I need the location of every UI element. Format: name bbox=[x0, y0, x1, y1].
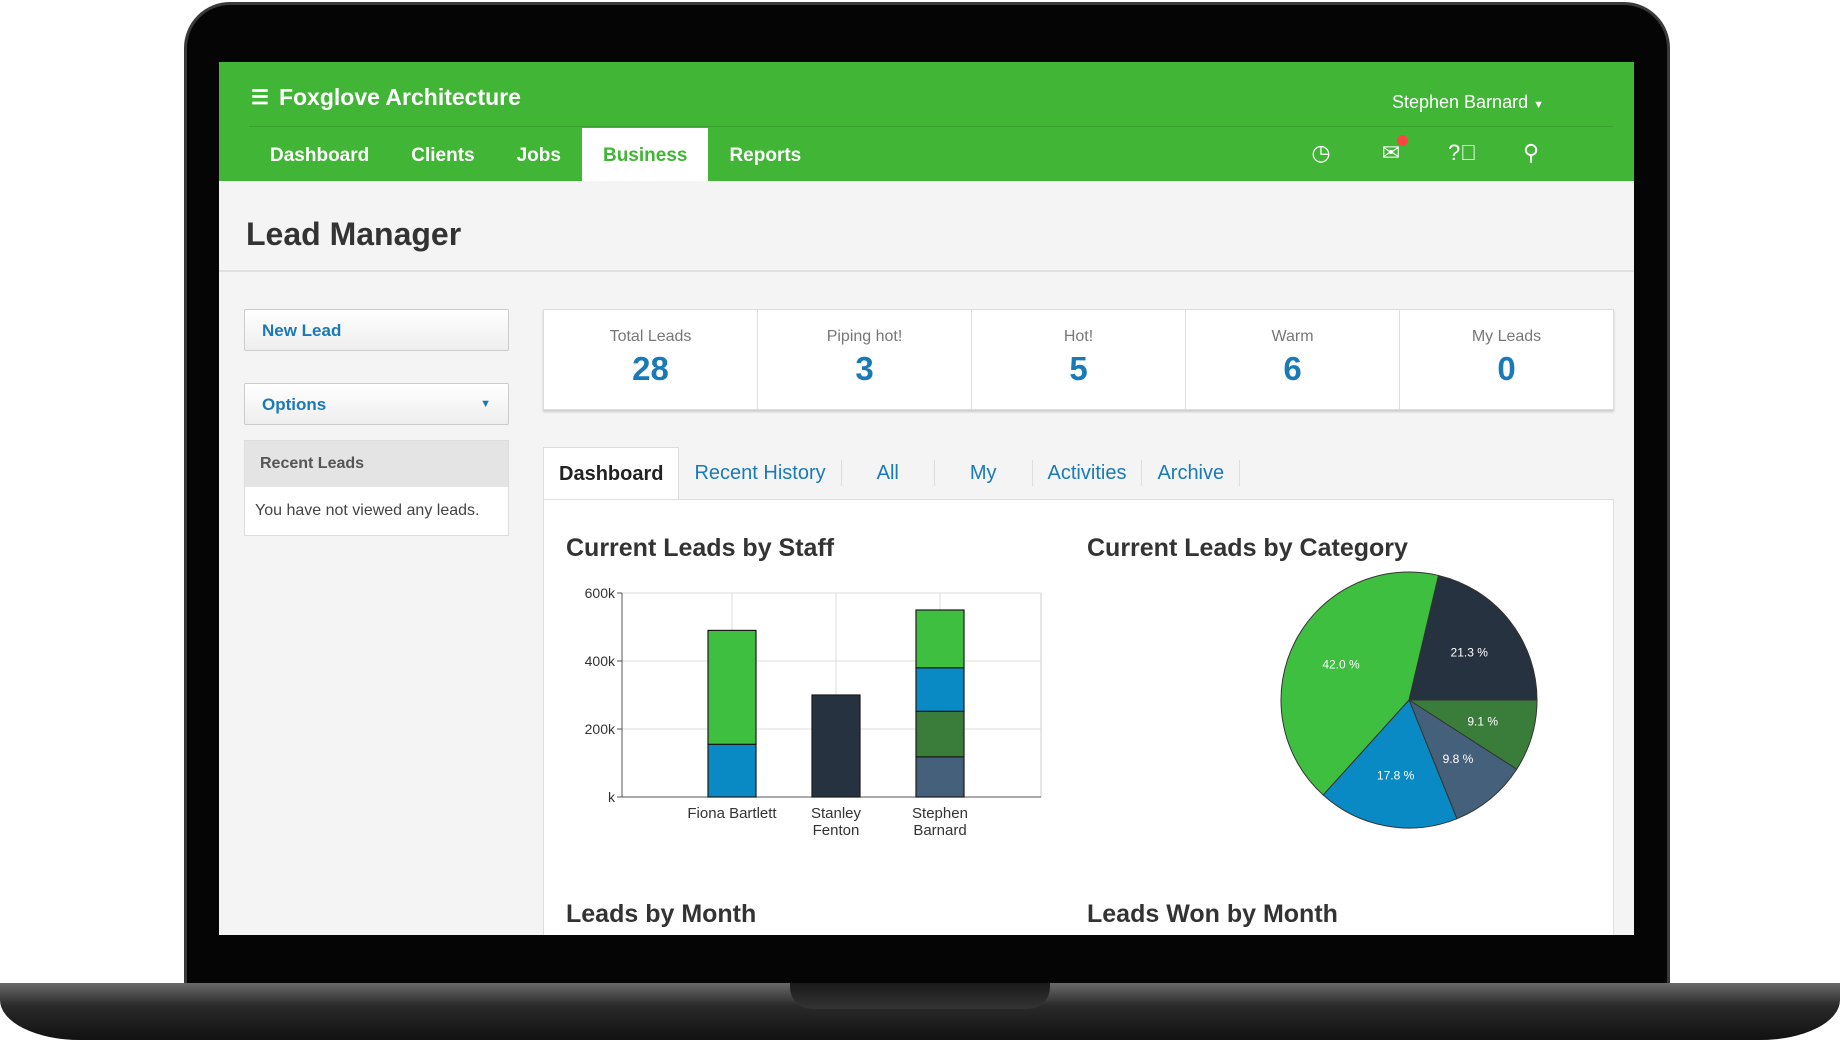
stat-my-leads[interactable]: My Leads 0 bbox=[1400, 310, 1613, 409]
leads-by-category-chart: 21.3 % 9.1 % 9.8 % 17.8 % 42.0 % bbox=[1280, 571, 1538, 829]
x-tick-label: Fiona Bartlett bbox=[687, 805, 777, 822]
brand[interactable]: ☰ Foxglove Architecture bbox=[251, 84, 521, 111]
tab-activities[interactable]: Activities bbox=[1033, 459, 1143, 486]
stat-hot[interactable]: Hot! 5 bbox=[972, 310, 1186, 409]
pie-slice bbox=[1408, 574, 1538, 701]
nav-business[interactable]: Business bbox=[581, 128, 709, 181]
tab-my[interactable]: My bbox=[935, 459, 1033, 486]
bar-segment bbox=[707, 629, 757, 745]
bar-segment bbox=[915, 609, 965, 669]
bar-segment bbox=[915, 756, 965, 798]
options-dropdown[interactable]: Options ▼ bbox=[244, 383, 509, 425]
stat-piping-hot[interactable]: Piping hot! 3 bbox=[758, 310, 972, 409]
chart-title: Current Leads by Staff bbox=[566, 534, 835, 562]
y-tick-label: k bbox=[608, 789, 616, 805]
recent-leads-title: Recent Leads bbox=[245, 441, 508, 487]
recent-leads-empty: You have not viewed any leads. bbox=[255, 502, 480, 519]
user-name: Stephen Barnard bbox=[1391, 92, 1529, 112]
stat-label: Piping hot! bbox=[826, 328, 903, 345]
dashboard-panel: Current Leads by Staff Current Leads by … bbox=[543, 499, 1614, 935]
nav-dashboard[interactable]: Dashboard bbox=[270, 145, 370, 166]
menu-icon[interactable]: ☰ bbox=[251, 87, 269, 109]
search-icon[interactable]: ⚲ bbox=[1522, 140, 1540, 165]
pie-slice bbox=[1407, 698, 1518, 820]
stat-value: 0 bbox=[1497, 350, 1516, 387]
stat-warm[interactable]: Warm 6 bbox=[1186, 310, 1400, 409]
app-title: Foxglove Architecture bbox=[278, 84, 521, 110]
options-label: Options bbox=[262, 395, 327, 414]
bar-segment bbox=[915, 710, 965, 758]
stat-label: Total Leads bbox=[609, 328, 692, 345]
x-tick-label: Barnard bbox=[913, 822, 966, 839]
pie-slice bbox=[1322, 699, 1458, 829]
lead-tabs: Dashboard Recent History All My Activiti… bbox=[543, 446, 1241, 500]
leads-by-staff-chart: k 200k 400k 600k Fiona Bartlett StanleyFenton… bbox=[585, 585, 1042, 839]
tab-dashboard[interactable]: Dashboard bbox=[543, 446, 680, 500]
stat-label: My Leads bbox=[1471, 328, 1542, 345]
stat-label: Warm bbox=[1271, 328, 1314, 345]
y-tick-label: 400k bbox=[585, 653, 616, 669]
clock-icon[interactable]: ◷ bbox=[1311, 140, 1331, 165]
stats-bar: Total Leads 28 Piping hot! 3 Hot! 5 Warm 6 M… bbox=[543, 309, 1614, 410]
recent-leads-panel: Recent Leads You have not viewed any lea… bbox=[244, 440, 509, 536]
divider bbox=[219, 270, 1634, 272]
x-tick-label: Stephen bbox=[912, 805, 968, 822]
x-tick-label: Stanley bbox=[811, 805, 862, 822]
pie-label: 9.8 % bbox=[1443, 752, 1474, 766]
chart-title: Leads by Month bbox=[566, 900, 757, 928]
x-tick-label: Fenton bbox=[813, 822, 860, 839]
pie-label: 42.0 % bbox=[1322, 657, 1360, 671]
stat-total-leads[interactable]: Total Leads 28 bbox=[544, 310, 758, 409]
caret-down-icon: ▼ bbox=[480, 398, 491, 410]
pie-label: 17.8 % bbox=[1377, 769, 1415, 783]
bar-segment bbox=[915, 667, 965, 712]
stat-value: 5 bbox=[1069, 350, 1088, 387]
stat-value: 28 bbox=[632, 350, 669, 387]
caret-down-icon: ▼ bbox=[1533, 99, 1544, 111]
pie-label: 9.1 % bbox=[1467, 715, 1498, 729]
stat-label: Hot! bbox=[1063, 328, 1094, 345]
chart-title: Leads Won by Month bbox=[1087, 900, 1338, 928]
mail-icon[interactable]: ✉ bbox=[1378, 135, 1408, 166]
pie-label: 21.3 % bbox=[1451, 645, 1489, 659]
stat-value: 6 bbox=[1283, 350, 1302, 387]
notification-dot bbox=[1397, 135, 1408, 146]
bar-segment bbox=[811, 694, 861, 798]
y-tick-label: 200k bbox=[585, 721, 616, 737]
nav-jobs[interactable]: Jobs bbox=[516, 145, 561, 166]
bar-segment bbox=[707, 743, 757, 798]
user-menu[interactable]: Stephen Barnard ▼ bbox=[1392, 92, 1544, 113]
tab-recent-history[interactable]: Recent History bbox=[679, 459, 842, 486]
laptop-notch bbox=[790, 983, 1050, 1009]
main-nav: Dashboard Clients Jobs Business Reports bbox=[249, 128, 822, 181]
tab-all[interactable]: All bbox=[842, 459, 935, 486]
top-header: ☰ Foxglove Architecture Stephen Barnard ▼… bbox=[219, 62, 1634, 181]
pie-slice bbox=[1280, 571, 1440, 796]
chart-title: Current Leads by Category bbox=[1087, 534, 1408, 562]
app-screen: ☰ Foxglove Architecture Stephen Barnard ▼… bbox=[219, 62, 1634, 935]
y-tick-label: 600k bbox=[585, 585, 616, 601]
new-lead-button[interactable]: New Lead bbox=[244, 309, 509, 351]
header-icons: ◷ ✉ ?⃝ ⚲ bbox=[1308, 135, 1544, 166]
page-title: Lead Manager bbox=[246, 216, 462, 252]
stat-value: 3 bbox=[855, 350, 874, 387]
tab-archive[interactable]: Archive bbox=[1142, 459, 1241, 486]
divider bbox=[249, 126, 1614, 127]
nav-reports[interactable]: Reports bbox=[729, 145, 802, 166]
nav-clients[interactable]: Clients bbox=[411, 145, 475, 166]
help-icon[interactable]: ?⃝ bbox=[1448, 140, 1477, 165]
